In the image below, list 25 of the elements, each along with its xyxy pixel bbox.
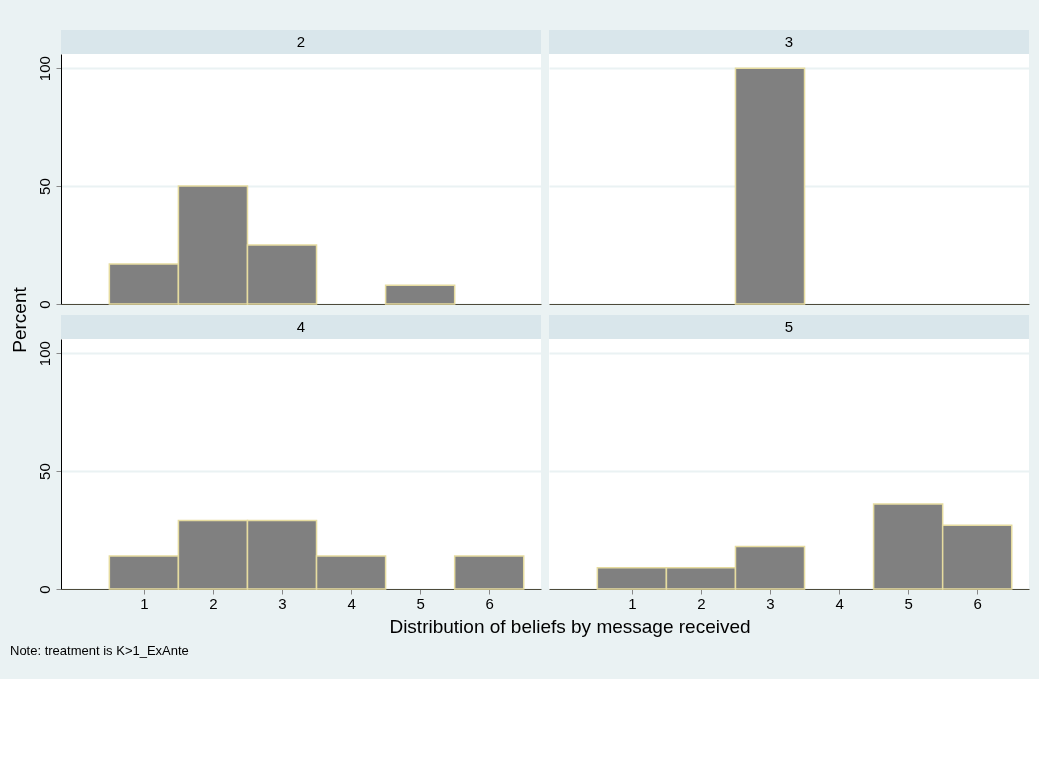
y-tick-label: 50	[35, 178, 53, 195]
y-tick-label: 100	[35, 341, 53, 367]
x-tick-label: 6	[485, 594, 494, 612]
chart-title: 5	[784, 318, 794, 335]
y-tick-label: 0	[35, 585, 53, 594]
y-tick-label: 0	[35, 300, 53, 309]
x-tick-label: 1	[628, 594, 637, 612]
x-tick-label: 5	[904, 594, 913, 612]
x-tick-label: 3	[278, 594, 287, 612]
chart-title: 3	[784, 33, 794, 50]
y-tick-label: 50	[35, 463, 53, 480]
x-axis-title: Distribution of beliefs by message received	[389, 616, 751, 637]
y-axis-title: Percent	[9, 286, 30, 353]
text: Note: treatment is K>1_ExAnte	[10, 643, 189, 658]
x-tick-label: 2	[209, 594, 218, 612]
chart-title: 4	[296, 318, 306, 335]
x-tick-label: 1	[140, 594, 149, 612]
x-tick-label: 4	[347, 594, 356, 612]
x-tick-label: 2	[697, 594, 706, 612]
x-tick-label: 4	[835, 594, 844, 612]
x-tick-label: 3	[766, 594, 775, 612]
chart-title: 2	[296, 33, 306, 50]
x-tick-label: 6	[973, 594, 982, 612]
y-tick-label: 100	[35, 56, 53, 82]
x-tick-label: 5	[416, 594, 425, 612]
